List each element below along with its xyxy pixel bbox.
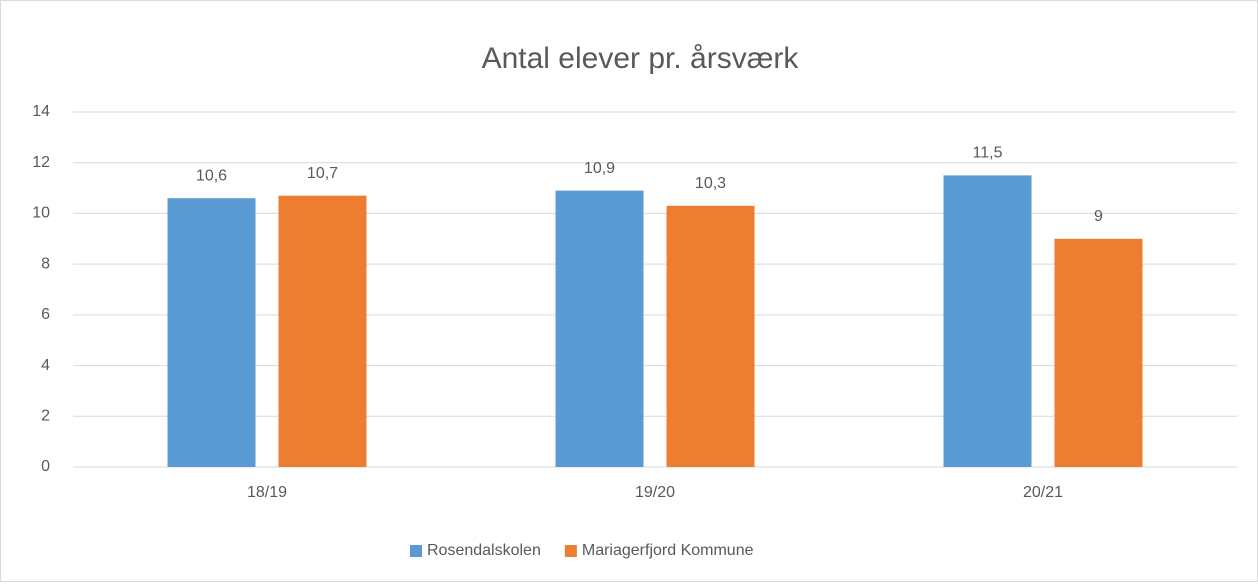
x-tick-label: 20/21 [1023,484,1063,501]
bar [278,195,367,467]
bar [666,205,755,468]
x-tick-label: 19/20 [635,484,675,501]
y-tick-label: 2 [41,408,50,425]
data-label: 10,3 [695,175,726,192]
y-tick-label: 10 [32,205,50,222]
y-tick-label: 6 [41,306,50,323]
data-label: 11,5 [973,145,1003,162]
legend-label: Rosendalskolen [427,542,541,559]
y-tick-label: 4 [41,357,50,374]
data-label: 10,7 [307,165,338,182]
legend-swatch [564,545,577,557]
legend-swatch [410,545,422,557]
y-tick-label: 0 [41,458,50,475]
chart-title: Antal elever pr. årsværk [482,42,800,75]
y-tick-label: 12 [32,154,50,171]
data-label: 9 [1094,208,1103,225]
bar [167,198,256,467]
bar [555,190,644,467]
bar [1054,238,1143,467]
data-label: 10,6 [196,167,227,184]
data-label: 10,9 [584,160,615,177]
bar [943,175,1032,467]
legend-label: Mariagerfjord Kommune [582,542,754,559]
y-tick-label: 8 [41,255,50,272]
y-tick-label: 14 [32,103,50,120]
x-tick-label: 18/19 [247,484,287,501]
